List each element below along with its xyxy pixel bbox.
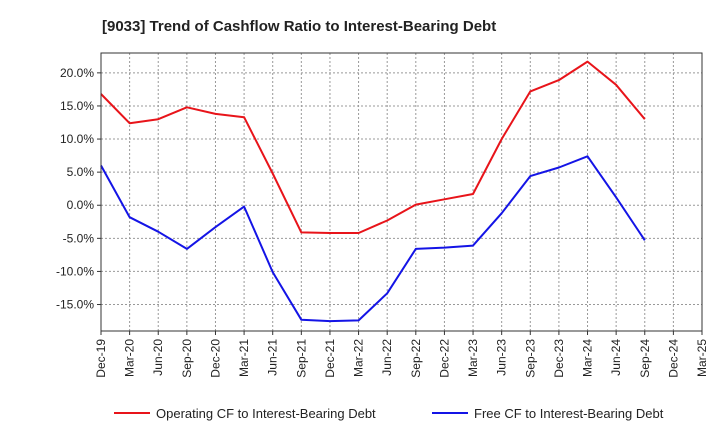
x-tick-label: Mar-24: [581, 339, 595, 377]
x-tick-label: Sep-22: [409, 339, 423, 378]
x-tick-label: Sep-23: [523, 339, 537, 378]
y-tick-label: 20.0%: [60, 66, 94, 80]
x-tick-label: Jun-23: [495, 339, 509, 376]
x-tick-label: Dec-20: [208, 339, 222, 378]
y-axis: 20.0% 15.0% 10.0% 5.0% 0.0% -5.0% -10.0% -15.0%: [56, 66, 101, 312]
y-tick-label: 5.0%: [67, 165, 95, 179]
x-tick-label: Sep-20: [180, 339, 194, 378]
x-tick-label: Mar-20: [123, 339, 137, 377]
x-tick-label: Jun-21: [266, 339, 280, 376]
x-tick-label: Dec-23: [552, 339, 566, 378]
legend-label: Operating CF to Interest-Bearing Debt: [156, 406, 376, 421]
free-cf-line: [100, 155, 646, 323]
x-tick-label: Jun-22: [380, 339, 394, 376]
x-tick-label: Dec-22: [437, 339, 451, 378]
x-tick-label: Mar-22: [352, 339, 366, 377]
x-tick-label: Mar-23: [466, 339, 480, 377]
series-lines: [100, 60, 646, 323]
y-tick-label: 15.0%: [60, 99, 94, 113]
x-tick-label: Mar-25: [695, 339, 709, 377]
x-tick-label: Dec-24: [666, 339, 680, 378]
x-axis: Dec-19 Mar-20 Jun-20 Sep-20 Dec-20 Mar-21 Jun-…: [94, 331, 709, 378]
legend-label: Free CF to Interest-Bearing Debt: [474, 406, 664, 421]
operating-cf-line: [100, 60, 646, 234]
x-tick-label: Sep-24: [638, 339, 652, 378]
y-tick-label: -15.0%: [56, 298, 94, 312]
y-tick-label: 0.0%: [67, 198, 95, 212]
legend: Operating CF to Interest-Bearing Debt Fre…: [114, 406, 664, 421]
y-tick-label: 10.0%: [60, 132, 94, 146]
y-tick-label: -10.0%: [56, 264, 94, 278]
plot-frame: [100, 52, 703, 332]
x-tick-label: Jun-20: [151, 339, 165, 376]
x-tick-label: Dec-19: [94, 339, 108, 378]
chart-title: [9033] Trend of Cashflow Ratio to Intere…: [102, 18, 496, 35]
x-tick-label: Sep-21: [294, 339, 308, 378]
y-tick-label: -5.0%: [63, 231, 95, 245]
x-tick-label: Dec-21: [323, 339, 337, 378]
x-tick-label: Jun-24: [609, 339, 623, 376]
x-tick-label: Mar-21: [237, 339, 251, 377]
